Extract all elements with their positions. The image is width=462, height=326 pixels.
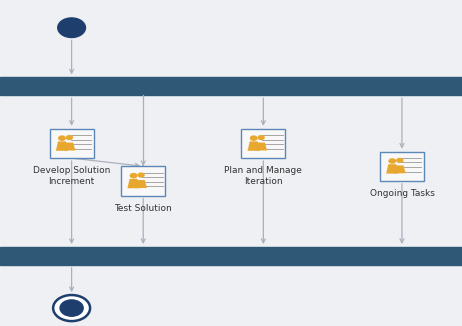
- FancyBboxPatch shape: [241, 129, 285, 158]
- Text: Test Solution: Test Solution: [115, 204, 172, 213]
- Polygon shape: [135, 180, 147, 188]
- Polygon shape: [386, 164, 398, 173]
- FancyBboxPatch shape: [121, 166, 165, 196]
- Circle shape: [66, 135, 73, 140]
- Polygon shape: [248, 141, 260, 151]
- Circle shape: [250, 135, 258, 141]
- Polygon shape: [128, 179, 140, 188]
- Bar: [0, 77, 462, 95]
- Circle shape: [257, 135, 265, 140]
- Polygon shape: [255, 142, 267, 151]
- Circle shape: [389, 158, 396, 164]
- Circle shape: [130, 173, 138, 178]
- Circle shape: [137, 172, 145, 178]
- Circle shape: [58, 18, 85, 37]
- Circle shape: [60, 300, 83, 316]
- Polygon shape: [63, 142, 75, 151]
- Polygon shape: [56, 141, 68, 151]
- FancyBboxPatch shape: [380, 152, 424, 181]
- Text: Ongoing Tasks: Ongoing Tasks: [370, 189, 434, 198]
- Circle shape: [58, 135, 66, 141]
- Polygon shape: [394, 165, 406, 173]
- Circle shape: [396, 158, 403, 163]
- Text: Develop Solution
Increment: Develop Solution Increment: [33, 166, 110, 186]
- Bar: [0, 247, 462, 265]
- Text: Plan and Manage
Iteration: Plan and Manage Iteration: [225, 166, 302, 186]
- FancyBboxPatch shape: [50, 129, 93, 158]
- Circle shape: [53, 295, 90, 321]
